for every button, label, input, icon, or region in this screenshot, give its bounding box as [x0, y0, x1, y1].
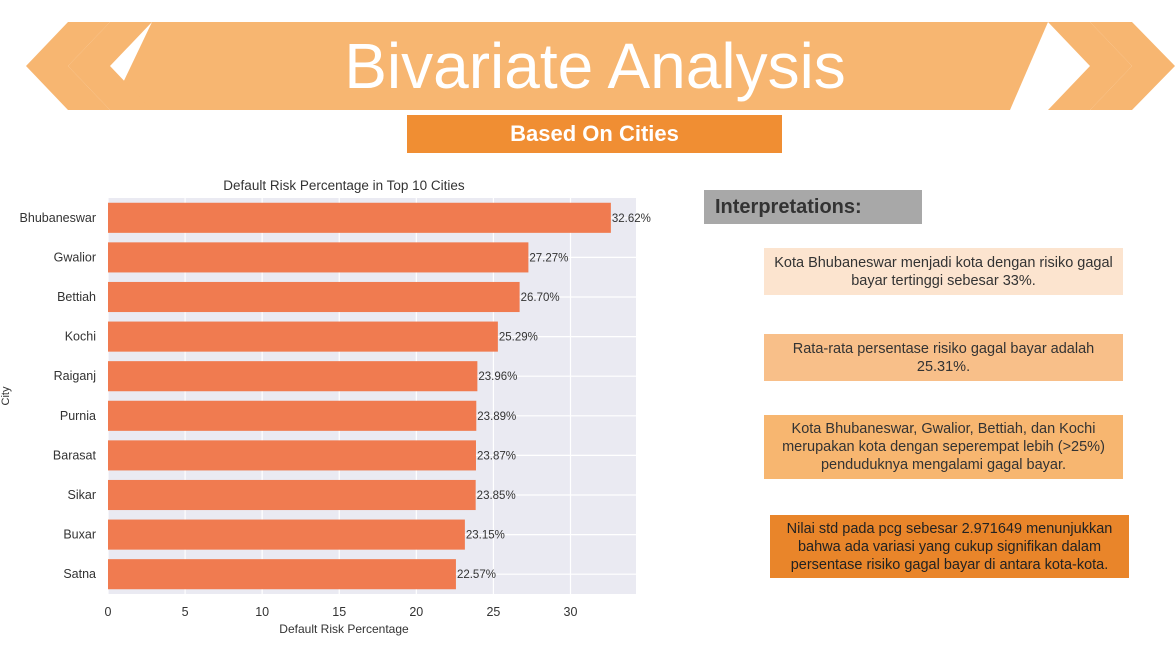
y-tick-label: Barasat — [53, 448, 97, 462]
section-subtitle: Based On Cities — [407, 115, 782, 153]
x-tick-label: 10 — [255, 605, 269, 619]
bar — [108, 519, 465, 550]
data-label: 26.70% — [521, 292, 560, 304]
data-label: 23.96% — [478, 371, 517, 383]
interpretation-card: Kota Bhubaneswar menjadi kota dengan ris… — [764, 248, 1123, 295]
x-tick-label: 20 — [409, 605, 423, 619]
chart-title: Default Risk Percentage in Top 10 Cities — [223, 178, 465, 193]
bar — [108, 479, 476, 511]
y-tick-label: Purnia — [60, 409, 96, 423]
x-tick-label: 25 — [486, 605, 500, 619]
bar — [108, 202, 611, 233]
y-tick-label: Kochi — [65, 330, 96, 344]
data-label: 23.89% — [477, 411, 516, 423]
bar — [108, 400, 477, 431]
bar — [108, 559, 456, 590]
chevron-left-icon — [68, 22, 152, 110]
y-axis-label: City — [0, 386, 12, 405]
data-label: 23.87% — [477, 450, 516, 462]
data-label: 25.29% — [499, 332, 538, 344]
title-banner — [26, 22, 1175, 110]
page-title: Bivariate Analysis — [344, 30, 846, 102]
interpretations-header: Interpretations: — [704, 190, 922, 224]
x-tick-label: 5 — [182, 605, 189, 619]
y-tick-label: Sikar — [68, 488, 96, 502]
interpretation-card: Nilai std pada pcg sebesar 2.971649 menu… — [770, 515, 1129, 578]
y-tick-label: Raiganj — [54, 369, 96, 383]
bar — [108, 361, 478, 392]
data-label: 22.57% — [457, 569, 496, 581]
bar — [108, 321, 498, 352]
chevron-right-icon — [1090, 22, 1175, 110]
y-tick-label: Bettiah — [57, 290, 96, 304]
interpretation-card: Kota Bhubaneswar, Gwalior, Bettiah, dan … — [764, 415, 1123, 479]
data-label: 23.15% — [466, 530, 505, 542]
data-label: 23.85% — [477, 490, 516, 502]
data-label: 32.62% — [612, 213, 651, 225]
x-tick-label: 15 — [332, 605, 346, 619]
bar — [108, 242, 529, 273]
bar — [108, 281, 520, 313]
bar — [108, 440, 476, 471]
y-tick-label: Bhubaneswar — [20, 211, 96, 225]
data-label: 27.27% — [529, 252, 568, 264]
y-tick-label: Buxar — [63, 528, 96, 542]
x-axis-label: Default Risk Percentage — [279, 622, 409, 636]
y-tick-label: Satna — [63, 567, 96, 581]
interpretation-card: Rata-rata persentase risiko gagal bayar … — [764, 334, 1123, 381]
x-tick-label: 0 — [105, 605, 112, 619]
y-tick-label: Gwalior — [54, 250, 96, 264]
bar-chart: 32.62% Bhubaneswar 27.27% Gwalior 26.70% Bett… — [0, 178, 651, 636]
x-tick-label: 30 — [564, 605, 578, 619]
